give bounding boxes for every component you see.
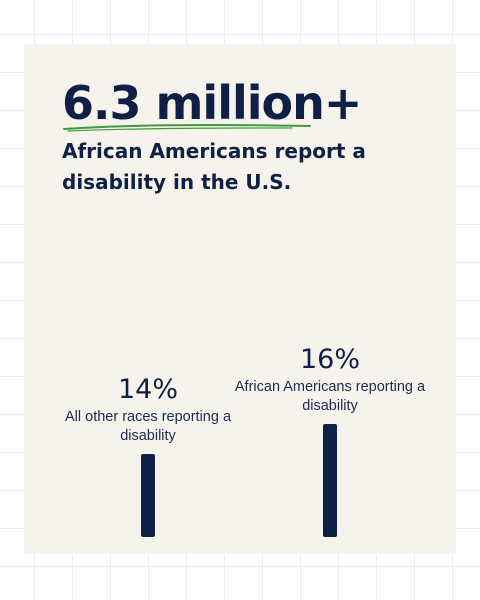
infographic-card: 6.3 million+ African Americans report a … [24, 44, 456, 554]
bar-value-label-other-races: 14% [117, 373, 178, 405]
headline-stat: 6.3 million+ [62, 76, 362, 130]
bar-value-label-african-americans: 16% [299, 344, 360, 376]
headline-subtitle: African Americans report a disability in… [62, 139, 366, 194]
bar-category-label-other-races: All other races reporting a disability [64, 408, 232, 444]
bar-category-label-african-americans: African Americans reporting a disability [234, 379, 426, 415]
disability-bar-chart: 14% All other races reporting a disabili… [24, 44, 456, 554]
headline-underline-scribble [63, 124, 311, 132]
bar-african-americans [323, 424, 337, 537]
bar-other-races [141, 453, 155, 537]
